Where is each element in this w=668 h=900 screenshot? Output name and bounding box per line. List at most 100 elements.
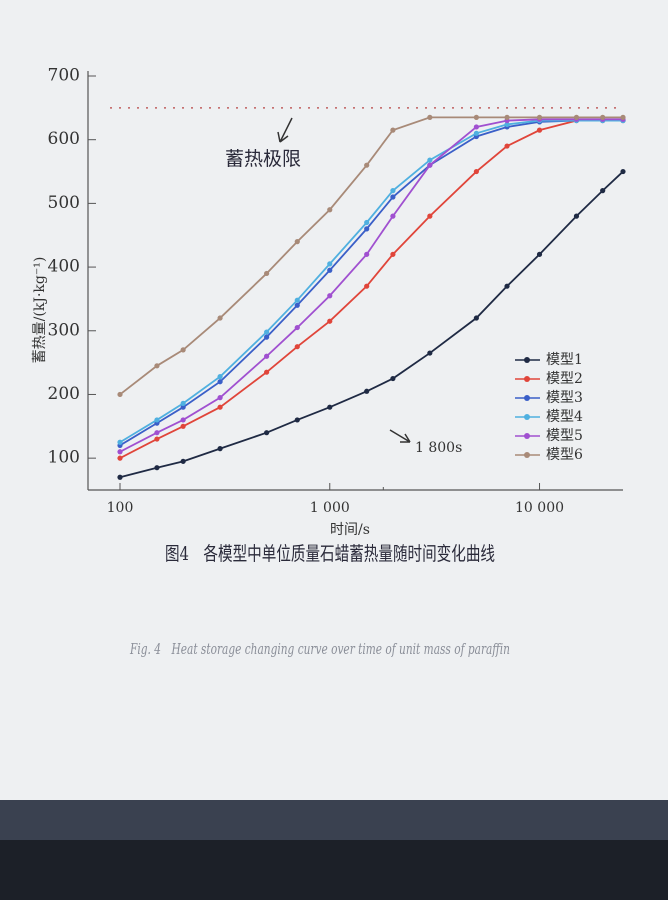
data-point [294,297,300,303]
data-point [427,213,433,219]
data-point [264,369,270,375]
data-point [217,374,223,380]
data-point [390,213,396,219]
caption: 图4 各模型中单位质量石蜡蓄热量随时间变化曲线 [165,543,495,565]
legend-label: 模型2 [546,371,583,387]
x-axis-label: 时间/s [330,522,370,538]
y-tick-label: 100 [48,448,80,468]
data-point [264,353,270,359]
data-point [117,439,123,445]
data-point [390,188,396,194]
data-point [504,283,510,289]
data-point [264,329,270,335]
data-point [294,344,300,350]
taskbar-icons [0,800,668,840]
data-point [294,302,300,308]
data-point [180,400,186,406]
legend-label: 模型5 [546,428,583,444]
data-point [217,315,223,321]
data-point [154,436,160,442]
y-axis-label: 蓄热量/(kJ·kg⁻¹) [32,257,48,364]
data-point [473,114,479,120]
data-point [180,404,186,410]
data-point [117,455,123,461]
data-point [573,213,580,219]
data-point [117,391,123,398]
data-point [536,251,543,257]
data-point [364,162,370,168]
data-point [473,130,479,136]
data-point [117,474,123,480]
data-point [154,465,160,471]
y-tick-label: 300 [48,320,80,340]
legend-marker [524,433,530,439]
data-point [364,219,370,226]
data-point [600,114,606,120]
data-point [390,375,396,382]
data-point [504,114,510,120]
y-tick-label: 700 [48,66,80,86]
data-point [180,417,186,423]
data-point [217,379,223,385]
data-point [473,315,479,321]
data-point [390,251,396,257]
y-tick-label: 200 [48,384,80,404]
series-line [119,116,623,396]
data-point [473,124,479,130]
data-point [427,162,433,168]
series-line [119,119,623,459]
legend-label: 模型4 [546,409,583,425]
data-point [364,283,370,289]
data-point [327,267,333,273]
data-point [600,188,606,194]
data-point [217,395,223,401]
data-point [327,261,333,267]
data-point [180,458,186,464]
data-point [504,121,510,128]
legend-marker [524,376,530,382]
data-point [536,114,543,120]
legend-marker [524,452,530,458]
series-line [119,119,623,444]
data-point [327,207,333,213]
data-point [217,446,223,452]
data-point [294,239,300,245]
data-point [364,251,370,257]
data-point [364,226,370,232]
data-point [620,168,626,175]
legend-label: 模型6 [546,447,583,463]
data-point [364,388,370,394]
y-tick-label: 400 [48,257,80,277]
series-line [119,170,624,479]
data-point [117,449,123,455]
data-point [180,347,186,353]
data-point [473,168,479,175]
limit-arrow [277,117,293,143]
y-tick-label: 500 [48,193,80,213]
annotation-label: 1 800s [415,440,462,456]
data-point [504,143,510,149]
x-tick-label: 100 [107,500,134,516]
legend-marker [524,395,530,401]
data-point [180,423,186,429]
legend-label: 模型1 [546,352,583,368]
data-point [427,114,433,120]
x-tick-label: 10 000 [515,500,564,516]
data-point [427,350,433,356]
data-point [154,417,160,423]
data-point [390,127,396,133]
data-point [154,430,160,436]
y-tick-label: 600 [48,129,80,149]
caption-en: Fig. 4 Heat storage changing curve over … [129,640,510,658]
legend-marker [524,414,530,420]
annotation-arrow [389,429,411,443]
data-point [573,114,580,120]
series-line [119,118,623,453]
limit-label: 蓄热极限 [225,148,301,170]
data-point [154,363,160,369]
data-point [294,417,300,423]
data-point [327,293,333,299]
legend-marker [524,357,530,363]
